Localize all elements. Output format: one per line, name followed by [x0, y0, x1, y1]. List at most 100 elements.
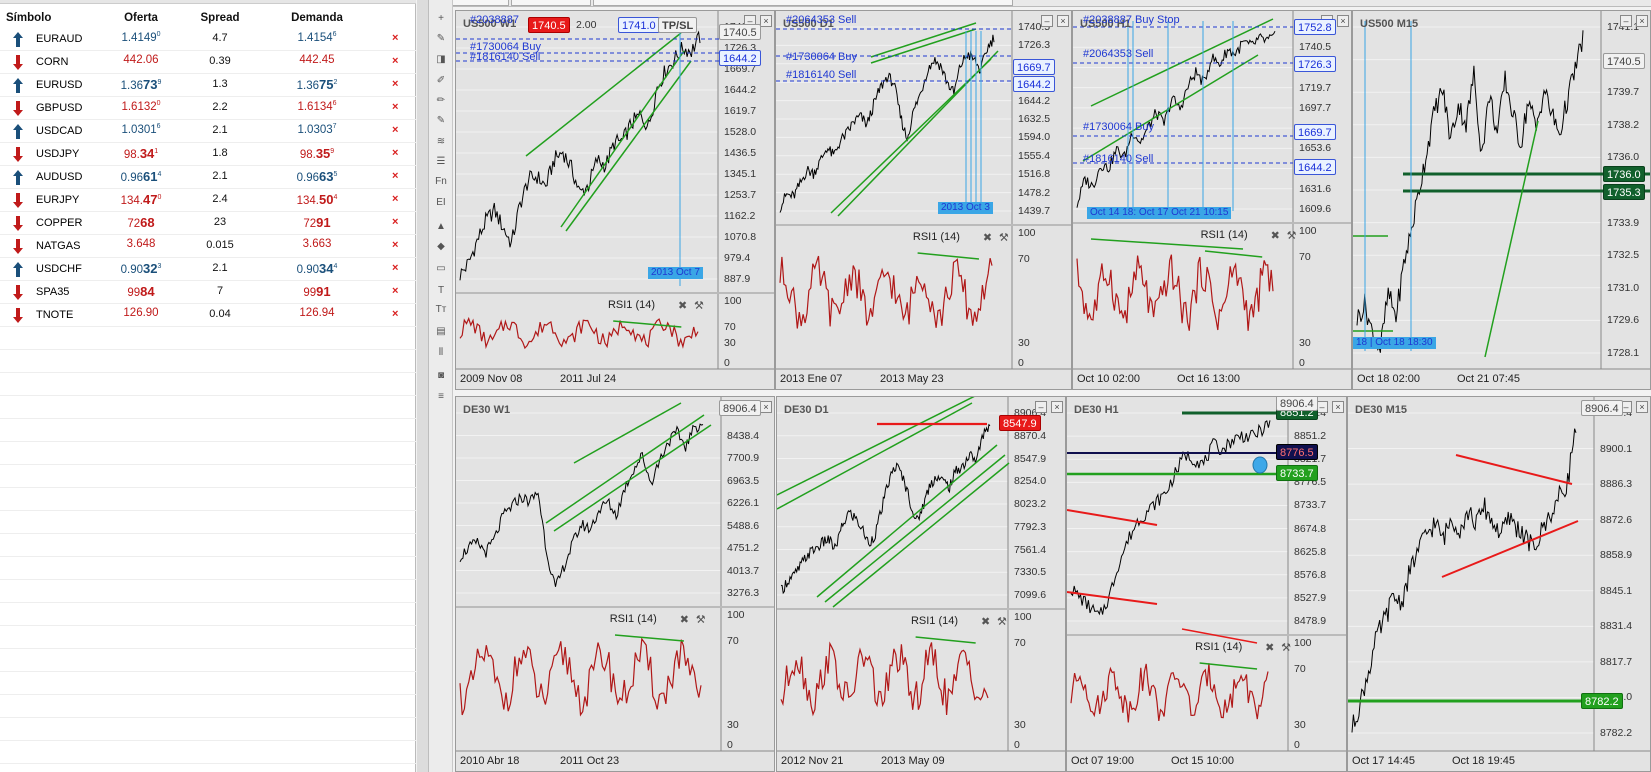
bars-icon[interactable]: ⫴ [438, 347, 444, 358]
wrench-icon[interactable]: ⚒ [998, 232, 1009, 244]
ask-price[interactable]: 1.41546 [272, 31, 362, 44]
marker-icon[interactable]: ✎ [436, 115, 446, 126]
watchlist-row[interactable]: EURUSD 1.36739 1.36752 1.3 × [0, 74, 416, 97]
ask-price[interactable]: 9991 [272, 284, 362, 299]
order-label[interactable]: #1816140 Sell [786, 69, 857, 81]
rsi-series[interactable] [779, 255, 993, 329]
order-label[interactable]: #2038887 Buy Stop [1083, 14, 1180, 26]
watchlist-row[interactable]: TNOTE 126.90 126.94 0.04 × [0, 304, 416, 327]
header-symbol[interactable]: Símbolo [6, 12, 52, 24]
fib-icon[interactable]: ☰ [436, 156, 446, 167]
close-window-icon[interactable]: × [1332, 401, 1344, 413]
pencil-icon[interactable]: ✎ [436, 33, 446, 44]
rsi-label[interactable]: RSI1 (14) [912, 231, 960, 243]
ask-price[interactable]: 1.36752 [272, 77, 362, 92]
minimize-icon[interactable]: – [1035, 401, 1047, 413]
sell-price-box[interactable]: 1740.5 [528, 17, 570, 33]
ask-price[interactable]: 134.504 [272, 192, 362, 207]
watchlist-row[interactable]: CORN 442.06 442.45 0.39 × [0, 51, 416, 74]
header-spread[interactable]: Spread [200, 12, 240, 24]
wrench-icon[interactable]: ⚒ [1286, 230, 1297, 242]
minimize-icon[interactable]: – [1041, 15, 1053, 27]
minimize-icon[interactable]: – [1620, 15, 1632, 27]
chart-canvas[interactable] [456, 397, 775, 772]
price-series[interactable] [780, 423, 991, 595]
close-icon[interactable]: × [392, 101, 399, 113]
watchlist-row[interactable]: USDJPY 98.341 98.359 1.8 × [0, 143, 416, 166]
trend-line[interactable] [1484, 120, 1539, 358]
rsi-trend-line[interactable] [614, 634, 684, 642]
order-label[interactable]: #1816140 Sell [470, 51, 541, 63]
crosshair-icon[interactable]: + [438, 13, 444, 24]
close-icon[interactable]: × [392, 308, 399, 320]
text-size-icon[interactable]: Tт [435, 304, 447, 315]
trend-line[interactable] [777, 397, 977, 496]
rsi-series[interactable] [459, 637, 702, 717]
minimize-icon[interactable]: – [1316, 401, 1328, 413]
triangle-up-icon[interactable]: ▲ [436, 221, 446, 232]
bid-price[interactable]: 3.648 [96, 238, 186, 250]
bid-price[interactable]: 0.96614 [96, 169, 186, 184]
order-label[interactable]: #2038887 [470, 14, 519, 26]
trend-line[interactable] [824, 454, 1006, 603]
chart-c2[interactable]: RSI1 (14) ✖ ⚒ 100 70 30 0 US500 D1 1740.5 1726.3 1… [775, 10, 1072, 390]
order-label[interactable]: #2064353 Sell [786, 14, 857, 26]
bid-price[interactable]: 134.470 [96, 192, 186, 207]
order-label[interactable]: #1816140 Sell [1083, 153, 1154, 165]
trend-line[interactable] [816, 444, 998, 598]
watchlist-row[interactable]: AUDUSD 0.96614 0.96635 2.1 × [0, 166, 416, 189]
trend-line[interactable] [777, 402, 973, 510]
close-window-icon[interactable]: × [1051, 401, 1063, 413]
close-icon[interactable]: ✖ [1270, 230, 1280, 242]
close-icon[interactable]: ✖ [1265, 642, 1275, 654]
rsi-trend-line[interactable] [1090, 238, 1244, 250]
bid-price[interactable]: 1.61320 [96, 100, 186, 113]
bid-price[interactable]: 9984 [96, 284, 186, 299]
trend-line[interactable] [560, 50, 685, 228]
price-series[interactable] [1356, 30, 1584, 353]
watchlist-row[interactable]: SPA35 9984 9991 7 × [0, 281, 416, 304]
trend-line[interactable] [870, 28, 977, 64]
close-window-icon[interactable]: × [1636, 15, 1648, 27]
parallel-lines-icon[interactable]: ≋ [436, 136, 446, 147]
price-series[interactable] [779, 34, 995, 213]
wrench-icon[interactable]: ⚒ [996, 616, 1007, 628]
text-icon[interactable]: T [437, 285, 445, 296]
plot-area[interactable] [1348, 397, 1594, 751]
bid-price[interactable]: 442.06 [96, 54, 186, 66]
rsi-series[interactable] [459, 316, 699, 350]
price-series[interactable] [1351, 428, 1577, 733]
ask-price[interactable]: 1.61346 [272, 100, 362, 113]
watchlist-row[interactable]: EURAUD 1.41490 1.41546 4.7 × [0, 28, 416, 51]
wrench-icon[interactable]: ⚒ [1281, 642, 1292, 654]
plot-area[interactable] [777, 397, 1008, 751]
close-icon[interactable]: × [392, 124, 399, 136]
close-icon[interactable]: ✖ [679, 614, 689, 626]
close-icon[interactable]: × [392, 216, 399, 228]
rectangle-icon[interactable]: ▭ [436, 263, 446, 274]
trend-line[interactable] [832, 462, 1010, 608]
chart-tab[interactable] [593, 0, 1013, 6]
plot-area[interactable] [776, 11, 1012, 369]
trend-line[interactable] [1082, 54, 1259, 162]
bid-price[interactable]: 98.341 [96, 146, 186, 161]
rsi-trend-line[interactable] [613, 320, 682, 328]
rsi-label[interactable]: RSI1 (14) [1200, 229, 1248, 241]
watchlist-row[interactable]: GBPUSD 1.61320 1.61346 2.2 × [0, 97, 416, 120]
watchlist-row[interactable]: USDCHF 0.90323 0.90344 2.1 × [0, 258, 416, 281]
close-window-icon[interactable]: × [1337, 15, 1349, 27]
rsi-series[interactable] [1070, 663, 1269, 723]
fn-icon[interactable]: Fn [435, 176, 447, 187]
watchlist-row[interactable]: NATGAS 3.648 3.663 0.015 × [0, 235, 416, 258]
close-icon[interactable]: × [392, 239, 399, 251]
close-icon[interactable]: × [392, 147, 399, 159]
bid-price[interactable]: 1.03016 [96, 123, 186, 136]
plot-area[interactable] [1067, 397, 1288, 751]
chart-c4[interactable]: US500 M151741.11740.51739.71738.21736.01… [1352, 10, 1651, 390]
rsi-trend-line[interactable] [1181, 628, 1258, 644]
rsi-trend-line[interactable] [1199, 662, 1258, 670]
watchlist-row[interactable]: COPPER 7268 7291 23 × [0, 212, 416, 235]
resistance-line[interactable] [1067, 591, 1158, 605]
chart-canvas[interactable] [1348, 397, 1651, 772]
